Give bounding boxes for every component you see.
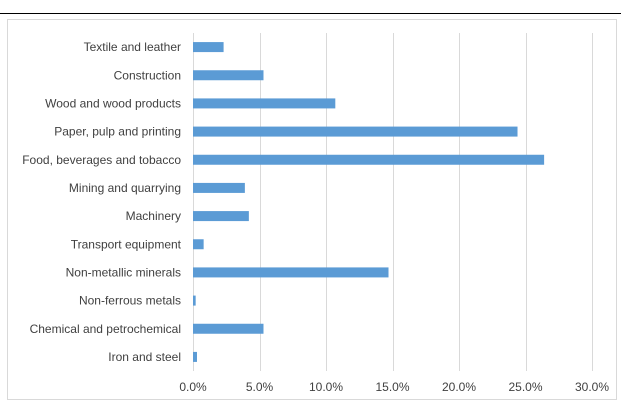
bar [193,239,204,250]
x-tick-label: 15.0% [375,380,409,394]
bar [193,70,264,81]
bar [193,267,389,278]
category-label: Machinery [126,209,181,223]
bar [193,323,264,334]
chart-frame [7,19,617,400]
category-label: Transport equipment [71,237,182,251]
x-tick-label: 10.0% [309,380,343,394]
bar [193,351,197,362]
category-label: Construction [114,68,181,82]
category-label: Non-metallic minerals [66,265,181,279]
x-tick-label: 0.0% [179,380,207,394]
bar [193,154,545,165]
category-label: Iron and steel [108,350,181,364]
bars [193,42,545,362]
x-tick-label: 20.0% [442,380,476,394]
category-label: Mining and quarrying [69,181,181,195]
bar [193,42,224,53]
x-tick-label: 30.0% [575,380,609,394]
x-tick-label: 5.0% [246,380,274,394]
x-tick-labels: 0.0% 5.0% 10.0% 15.0% 20.0% 25.0% 30.0% [179,380,609,394]
category-label: Wood and wood products [45,96,181,110]
category-label: Chemical and petrochemical [30,322,181,336]
category-label: Textile and leather [84,40,181,54]
bar [193,295,196,306]
bar [193,98,336,109]
gridlines [193,33,593,371]
x-tick-label: 25.0% [508,380,542,394]
category-labels: Textile and leather Construction Wood and … [22,40,181,364]
top-rule [0,13,621,14]
category-label: Paper, pulp and printing [54,125,181,139]
category-label: Non-ferrous metals [79,294,181,308]
bar [193,182,245,193]
bar [193,211,249,222]
bar [193,126,518,137]
category-label: Food, beverages and tobacco [22,153,181,167]
